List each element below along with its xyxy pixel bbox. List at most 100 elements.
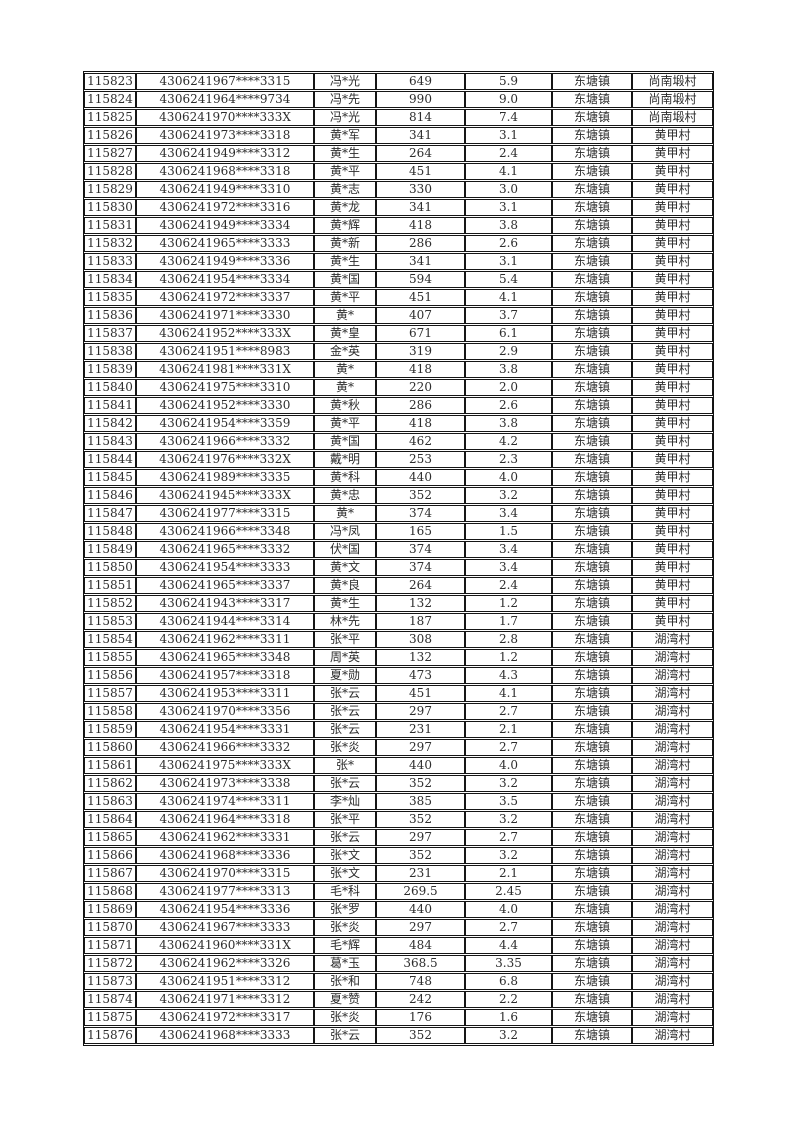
serial-number-cell: 115868: [84, 883, 136, 900]
table-row: 115865 4306241962****3331 张*云 297 2.7 东塘镇 湖湾村: [84, 829, 713, 846]
amount-cell: 374: [376, 505, 465, 522]
name-masked-cell: 张*云: [314, 703, 376, 720]
table-row: 115849 4306241965****3332 伏*国 374 3.4 东塘镇 黄甲村: [84, 541, 713, 558]
name-masked-cell: 黄*生: [314, 595, 376, 612]
table-row: 115862 4306241973****3338 张*云 352 3.2 东塘镇 湖湾村: [84, 775, 713, 792]
id-card-masked-cell: 4306241952****3330: [136, 397, 314, 414]
id-card-masked-cell: 4306241989****3335: [136, 469, 314, 486]
serial-number-cell: 115838: [84, 343, 136, 360]
rate-cell: 2.9: [465, 343, 552, 360]
serial-number-cell: 115848: [84, 523, 136, 540]
name-masked-cell: 黄*皇: [314, 325, 376, 342]
table-row: 115844 4306241976****332X 戴*明 253 2.3 东塘镇 黄甲村: [84, 451, 713, 468]
village-cell: 湖湾村: [632, 1027, 713, 1044]
id-card-masked-cell: 4306241949****3336: [136, 253, 314, 270]
rate-cell: 1.2: [465, 595, 552, 612]
serial-number-cell: 115847: [84, 505, 136, 522]
id-card-masked-cell: 4306241966****3348: [136, 523, 314, 540]
amount-cell: 594: [376, 271, 465, 288]
town-cell: 东塘镇: [552, 163, 632, 180]
serial-number-cell: 115839: [84, 361, 136, 378]
amount-cell: 440: [376, 757, 465, 774]
town-cell: 东塘镇: [552, 919, 632, 936]
table-row: 115831 4306241949****3334 黄*辉 418 3.8 东塘镇 黄甲村: [84, 217, 713, 234]
name-masked-cell: 黄*平: [314, 289, 376, 306]
name-masked-cell: 冯*光: [314, 109, 376, 126]
village-cell: 黄甲村: [632, 253, 713, 270]
town-cell: 东塘镇: [552, 487, 632, 504]
amount-cell: 132: [376, 595, 465, 612]
table-row: 115864 4306241964****3318 张*平 352 3.2 东塘镇 湖湾村: [84, 811, 713, 828]
serial-number-cell: 115837: [84, 325, 136, 342]
serial-number-cell: 115876: [84, 1027, 136, 1044]
rate-cell: 3.8: [465, 361, 552, 378]
amount-cell: 374: [376, 541, 465, 558]
name-masked-cell: 林*先: [314, 613, 376, 630]
table-row: 115841 4306241952****3330 黄*秋 286 2.6 东塘镇 黄甲村: [84, 397, 713, 414]
amount-cell: 231: [376, 865, 465, 882]
rate-cell: 3.1: [465, 127, 552, 144]
amount-cell: 385: [376, 793, 465, 810]
name-masked-cell: 黄*: [314, 379, 376, 396]
serial-number-cell: 115823: [84, 73, 136, 90]
rate-cell: 3.5: [465, 793, 552, 810]
town-cell: 东塘镇: [552, 1009, 632, 1026]
village-cell: 湖湾村: [632, 667, 713, 684]
rate-cell: 2.6: [465, 235, 552, 252]
amount-cell: 286: [376, 397, 465, 414]
town-cell: 东塘镇: [552, 757, 632, 774]
id-card-masked-cell: 4306241971****3330: [136, 307, 314, 324]
amount-cell: 352: [376, 1027, 465, 1044]
id-card-masked-cell: 4306241951****8983: [136, 343, 314, 360]
id-card-masked-cell: 4306241965****3348: [136, 649, 314, 666]
serial-number-cell: 115828: [84, 163, 136, 180]
table-row: 115837 4306241952****333X 黄*皇 671 6.1 东塘镇 黄甲村: [84, 325, 713, 342]
town-cell: 东塘镇: [552, 307, 632, 324]
name-masked-cell: 黄*良: [314, 577, 376, 594]
serial-number-cell: 115873: [84, 973, 136, 990]
town-cell: 东塘镇: [552, 361, 632, 378]
amount-cell: 341: [376, 253, 465, 270]
name-masked-cell: 金*英: [314, 343, 376, 360]
name-masked-cell: 黄*国: [314, 271, 376, 288]
id-card-masked-cell: 4306241973****3318: [136, 127, 314, 144]
town-cell: 东塘镇: [552, 289, 632, 306]
town-cell: 东塘镇: [552, 721, 632, 738]
id-card-masked-cell: 4306241949****3310: [136, 181, 314, 198]
id-card-masked-cell: 4306241954****3334: [136, 271, 314, 288]
id-card-masked-cell: 4306241951****3312: [136, 973, 314, 990]
name-masked-cell: 黄*新: [314, 235, 376, 252]
village-cell: 黄甲村: [632, 523, 713, 540]
rate-cell: 4.1: [465, 685, 552, 702]
serial-number-cell: 115840: [84, 379, 136, 396]
rate-cell: 2.7: [465, 703, 552, 720]
town-cell: 东塘镇: [552, 541, 632, 558]
rate-cell: 7.4: [465, 109, 552, 126]
name-masked-cell: 黄*文: [314, 559, 376, 576]
name-masked-cell: 黄*龙: [314, 199, 376, 216]
village-cell: 湖湾村: [632, 685, 713, 702]
village-cell: 尚南塅村: [632, 109, 713, 126]
table-row: 115845 4306241989****3335 黄*科 440 4.0 东塘镇 黄甲村: [84, 469, 713, 486]
rate-cell: 1.6: [465, 1009, 552, 1026]
table-row: 115853 4306241944****3314 林*先 187 1.7 东塘镇 黄甲村: [84, 613, 713, 630]
village-cell: 黄甲村: [632, 235, 713, 252]
serial-number-cell: 115842: [84, 415, 136, 432]
amount-cell: 484: [376, 937, 465, 954]
id-card-masked-cell: 4306241964****3318: [136, 811, 314, 828]
amount-cell: 176: [376, 1009, 465, 1026]
id-card-masked-cell: 4306241967****3315: [136, 73, 314, 90]
amount-cell: 220: [376, 379, 465, 396]
table-row: 115828 4306241968****3318 黄*平 451 4.1 东塘镇 黄甲村: [84, 163, 713, 180]
id-card-masked-cell: 4306241968****3318: [136, 163, 314, 180]
serial-number-cell: 115867: [84, 865, 136, 882]
name-masked-cell: 黄*生: [314, 253, 376, 270]
town-cell: 东塘镇: [552, 343, 632, 360]
village-cell: 湖湾村: [632, 631, 713, 648]
amount-cell: 440: [376, 469, 465, 486]
serial-number-cell: 115851: [84, 577, 136, 594]
id-card-masked-cell: 4306241949****3334: [136, 217, 314, 234]
id-card-masked-cell: 4306241949****3312: [136, 145, 314, 162]
rate-cell: 2.7: [465, 739, 552, 756]
